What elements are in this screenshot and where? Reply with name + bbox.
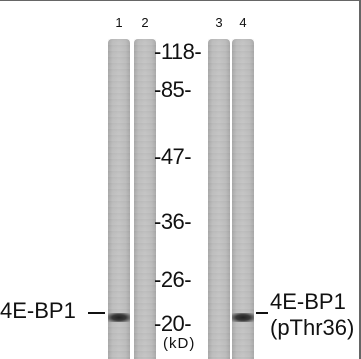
lane-3 [208, 39, 230, 359]
marker-36: -36- [154, 209, 192, 234]
lane-number-3: 3 [215, 15, 223, 30]
lane-4 [232, 39, 254, 359]
lane-2 [134, 39, 156, 359]
right-protein-phospho-label: (pThr36) [270, 315, 355, 340]
left-protein-label: 4E-BP1 [0, 298, 76, 323]
marker-118: -118- [154, 39, 202, 64]
right-label-tick [256, 312, 268, 314]
marker-47: -47- [154, 144, 192, 169]
left-label-tick [88, 312, 105, 314]
marker-26: -26- [154, 267, 192, 292]
marker-85: -85- [154, 77, 192, 102]
band-lane-1 [108, 313, 130, 322]
band-lane-4 [232, 313, 254, 322]
right-protein-label: 4E-BP1 [270, 289, 346, 314]
lane-number-2: 2 [141, 15, 149, 30]
lane-1 [108, 39, 130, 359]
lane-number-4: 4 [239, 15, 247, 30]
unit-label: (kD) [163, 335, 196, 352]
lane-number-1: 1 [115, 15, 123, 30]
marker-20: -20- [154, 311, 192, 336]
